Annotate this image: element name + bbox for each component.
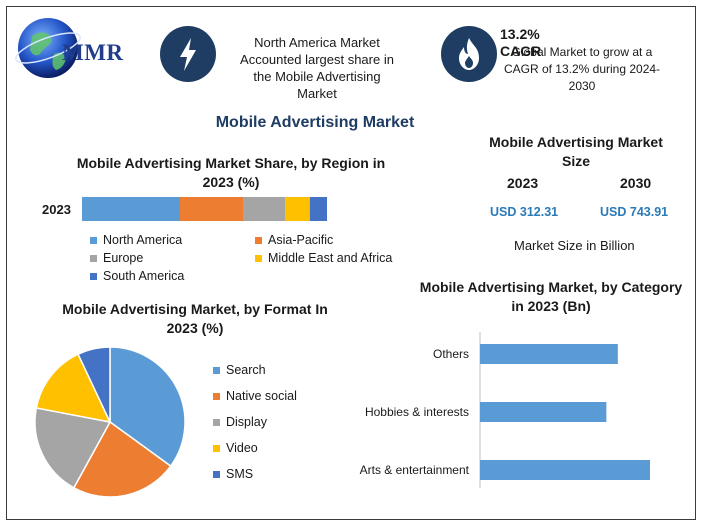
- pie-legend-native-social: Native social: [213, 389, 297, 403]
- region-bar-segment-middle-east-and-africa: [285, 197, 310, 221]
- market-size-year-2023: 2023: [507, 175, 539, 191]
- cagr-text: Global Market to grow at a CAGR of 13.2%…: [503, 45, 661, 93]
- market-size-value-2030: USD 743.91: [600, 205, 669, 219]
- pie-legend-label: Native social: [226, 389, 297, 403]
- category-tick-label: Others: [433, 347, 469, 361]
- pie-legend-label: SMS: [226, 467, 254, 481]
- category-tick-label: Hobbies & interests: [365, 405, 469, 419]
- pie-legend-search: Search: [213, 363, 266, 377]
- lightning-icon: [180, 38, 196, 71]
- region-stacked-bar-chart: [82, 197, 327, 221]
- category-chart-title: Mobile Advertising Market, by Category i…: [419, 279, 683, 314]
- market-size-year-2030: 2030: [620, 175, 652, 191]
- category-bar-chart: Others Hobbies & interests Arts & entertai…: [360, 332, 650, 488]
- region-year-label: 2023: [42, 202, 71, 217]
- market-size-value-2023: USD 312.31: [490, 205, 559, 219]
- legend-north-america: North America: [90, 233, 182, 247]
- legend-europe: Europe: [90, 251, 143, 265]
- region-bar-segment-asia-pacific: [180, 197, 244, 221]
- region-chart-title: Mobile Advertising Market Share, by Regi…: [76, 155, 386, 190]
- logo-text: MMR: [62, 40, 124, 65]
- highlight-text: North America Market Accounted largest s…: [240, 35, 394, 101]
- mmr-logo: [15, 18, 81, 78]
- region-bar-segment-europe: [243, 197, 286, 221]
- pie-legend-label: Video: [226, 441, 258, 455]
- region-bar-segment-north-america: [82, 197, 180, 221]
- pie-slice-native-social: [72, 420, 172, 498]
- pie-slice-search: [109, 346, 186, 468]
- format-pie-chart: [34, 346, 186, 498]
- pie-legend-sms: SMS: [213, 467, 253, 481]
- legend-asia-pacific: Asia-Pacific: [255, 233, 333, 247]
- market-size-title: Mobile Advertising Market Size: [489, 134, 663, 169]
- region-bar-segment-south-america: [309, 197, 327, 221]
- legend-south-america: South America: [90, 269, 184, 283]
- main-title: Mobile Advertising Market: [215, 114, 415, 131]
- category-tick-label: Arts & entertainment: [360, 463, 470, 477]
- pie-slice-video: [35, 353, 112, 424]
- category-bar-arts-entertainment: [480, 460, 650, 480]
- category-bar-hobbies-interests: [480, 402, 607, 422]
- pie-legend-display: Display: [213, 415, 267, 429]
- pie-legend-label: Display: [226, 415, 267, 429]
- infographic-frame: [6, 6, 696, 520]
- cagr-title: 13.2% CAGR: [500, 26, 542, 59]
- pie-legend-label: Search: [226, 363, 266, 377]
- pie-slice-display: [34, 407, 112, 489]
- flame-icon: [459, 38, 479, 70]
- lightning-icon-badge: [160, 26, 216, 82]
- flame-icon-badge: [441, 26, 497, 82]
- pie-slice-sms: [77, 346, 111, 423]
- format-chart-title: Mobile Advertising Market, by Format In …: [62, 301, 328, 336]
- legend-middle-east-africa: Middle East and Africa: [255, 251, 392, 265]
- market-size-footer: Market Size in Billion: [514, 238, 635, 253]
- pie-legend-video: Video: [213, 441, 258, 455]
- category-bar-others: [480, 344, 618, 364]
